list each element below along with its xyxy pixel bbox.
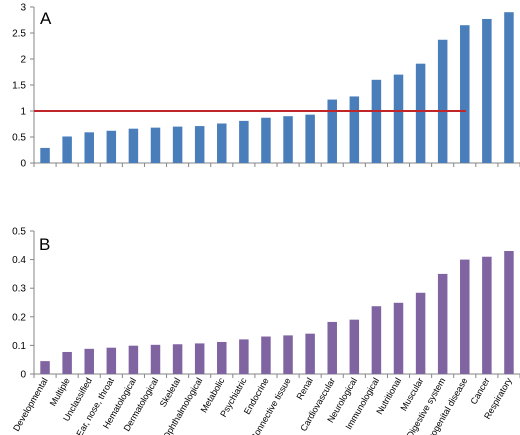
- bar-a: [482, 18, 492, 164]
- chart-panel-a: A 0 0.5 1 1.5 2 2.5 3: [12, 3, 520, 170]
- chart-panel-b: B 00.10.20.30.40.5DevelopmentalMultipleU…: [11, 227, 520, 435]
- bar-a: [261, 117, 271, 163]
- y-tick-label-b: 0.1: [12, 341, 26, 352]
- bar-b: [349, 319, 360, 374]
- y-tick-label-a: 0.5: [12, 133, 26, 144]
- y-tick-label-b: 0.5: [12, 227, 26, 238]
- bar-a: [239, 120, 249, 163]
- bar-a: [217, 123, 227, 163]
- bar-b: [327, 321, 337, 374]
- y-tick-label-a: 0: [20, 159, 26, 170]
- bar-b: [84, 348, 94, 374]
- bar-a: [40, 147, 50, 163]
- panel-b-label: B: [39, 235, 50, 254]
- bar-a: [460, 25, 470, 164]
- category-label: Developmental: [11, 376, 50, 433]
- bar-b: [504, 251, 514, 374]
- category-label: Multiple: [48, 376, 72, 408]
- bar-a: [415, 63, 426, 163]
- bar-b: [305, 333, 315, 374]
- category-label: Cancer: [468, 376, 491, 406]
- bar-b: [40, 361, 50, 374]
- y-tick-label-b: 0.2: [12, 312, 26, 323]
- bar-b: [415, 292, 426, 374]
- bar-b: [393, 302, 404, 374]
- bar-b: [62, 351, 72, 374]
- bar-b: [106, 347, 117, 374]
- y-tick-label-a: 2: [20, 55, 26, 66]
- bar-a: [150, 127, 161, 163]
- bar-b: [283, 335, 293, 374]
- panel-a-label: A: [40, 9, 52, 28]
- bar-b: [217, 341, 227, 374]
- y-tick-label-b: 0.3: [12, 284, 26, 295]
- category-label: Renal: [294, 376, 314, 401]
- bar-a: [106, 130, 117, 163]
- bar-a: [393, 74, 404, 163]
- bar-a: [349, 96, 360, 163]
- bar-a: [194, 126, 205, 163]
- y-tick-label-a: 2.5: [12, 29, 26, 40]
- bar-a: [172, 126, 183, 163]
- y-tick-label-b: 0.4: [12, 255, 26, 266]
- bar-b: [172, 344, 183, 374]
- bar-b: [239, 339, 249, 374]
- bar-b: [371, 306, 382, 374]
- y-tick-label-b: 0: [20, 370, 26, 381]
- y-tick-label-a: 3: [20, 3, 26, 14]
- bar-b: [437, 273, 448, 374]
- bar-b: [194, 343, 205, 374]
- y-tick-label-a: 1: [20, 107, 26, 118]
- bar-a: [62, 136, 72, 163]
- bar-a: [283, 116, 293, 163]
- bar-a: [371, 79, 382, 163]
- bar-b: [261, 336, 271, 374]
- bar-a: [84, 132, 94, 163]
- bar-a: [437, 39, 448, 164]
- bar-a: [128, 128, 139, 163]
- bar-a: [305, 114, 315, 163]
- bar-b: [460, 259, 470, 374]
- bar-b: [482, 256, 492, 374]
- bar-a: [327, 99, 337, 163]
- bar-a: [504, 12, 514, 164]
- bar-b: [150, 344, 161, 374]
- bar-b: [128, 345, 139, 374]
- y-tick-label-a: 1.5: [12, 81, 26, 92]
